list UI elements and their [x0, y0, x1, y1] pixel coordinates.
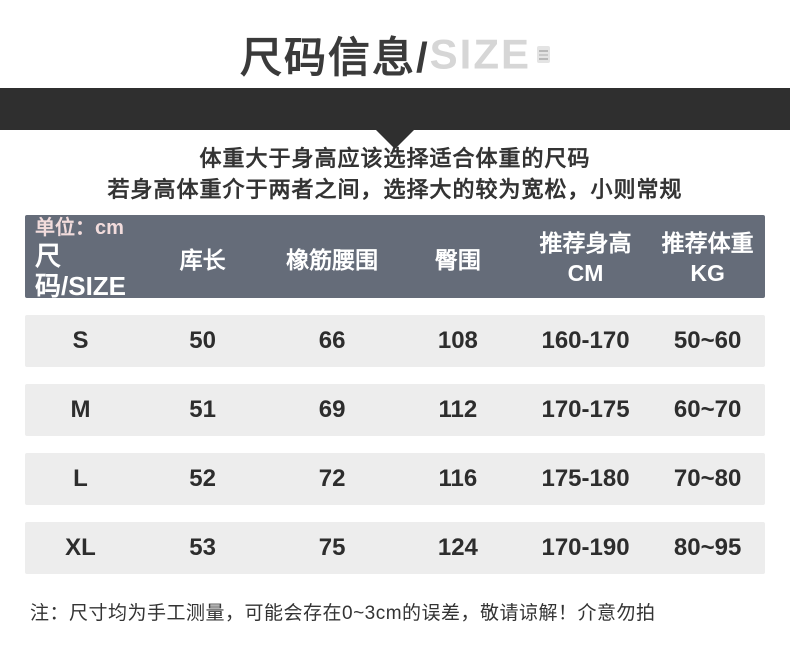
size-column-header: 尺码/SIZE	[35, 241, 127, 301]
cell-size: M	[70, 396, 91, 423]
cell-height: 170-190	[541, 534, 630, 561]
unit-label: 单位：cm	[35, 217, 124, 239]
cell-size: L	[73, 465, 88, 492]
cell-hip: 112	[438, 396, 478, 423]
cell-weight: 50~60	[673, 327, 742, 354]
header-weight-column: 推荐体重 KG	[650, 228, 765, 288]
cell-height: 170-175	[541, 396, 630, 423]
table-row: M 51 69 112 170-175 60~70	[25, 384, 765, 436]
header-height-line1: 推荐身高	[539, 230, 632, 256]
cell-weight: 70~80	[673, 465, 742, 492]
header-length-column: 库长	[179, 247, 226, 273]
cell-waist: 66	[318, 327, 346, 354]
page-title: 尺码信息/SIZE	[0, 0, 790, 88]
cell-length: 50	[189, 327, 216, 354]
header-waist-column: 橡筋腰围	[286, 247, 379, 273]
measurement-note: 注：尺寸均为手工测量，可能会存在0~3cm的误差，敬请谅解！介意勿拍	[30, 603, 656, 624]
header-height-column: 推荐身高 CM	[521, 228, 651, 288]
cell-size: XL	[65, 534, 96, 561]
cell-weight: 60~70	[673, 396, 742, 423]
cell-waist: 69	[318, 396, 346, 423]
text-lines-badge-icon	[537, 46, 551, 63]
header-weight-line1: 推荐体重	[661, 230, 754, 256]
cell-length: 51	[189, 396, 216, 423]
cell-size: S	[72, 327, 89, 354]
intro-line-1: 体重大于身高应该选择适合体重的尺码	[199, 146, 591, 171]
cell-hip: 108	[437, 327, 478, 354]
intro-text: 体重大于身高应该选择适合体重的尺码 若身高体重介于两者之间，选择大的较为宽松，小…	[0, 143, 790, 205]
table-row: XL 53 75 124 170-190 80~95	[25, 522, 765, 574]
intro-line-2: 若身高体重介于两者之间，选择大的较为宽松，小则常规	[107, 177, 683, 202]
table-row: S 50 66 108 160-170 50~60	[25, 315, 765, 367]
cell-height: 175-180	[541, 465, 630, 492]
header-hip-column: 臀围	[434, 247, 481, 273]
cell-waist: 72	[318, 465, 346, 492]
divider-bar	[0, 88, 790, 149]
size-table: 单位：cm 尺码/SIZE 库长 橡筋腰围 臀围 推荐身高 CM 推荐体重 KG…	[25, 215, 765, 574]
cell-hip: 124	[437, 534, 478, 561]
cell-length: 52	[189, 465, 216, 492]
cell-length: 53	[189, 534, 216, 561]
header-size-column: 单位：cm 尺码/SIZE	[25, 215, 136, 301]
cell-height: 160-170	[541, 327, 630, 354]
table-row: L 52 72 116 175-180 70~80	[25, 453, 765, 505]
title-chinese: 尺码信息/	[239, 34, 430, 81]
cell-waist: 75	[318, 534, 346, 561]
cell-weight: 80~95	[673, 534, 742, 561]
header-weight-line2: KG	[690, 260, 725, 286]
arrow-down-icon	[376, 130, 414, 149]
table-header-row: 单位：cm 尺码/SIZE 库长 橡筋腰围 臀围 推荐身高 CM 推荐体重 KG	[25, 215, 765, 301]
header-height-line2: CM	[567, 260, 604, 286]
cell-hip: 116	[438, 465, 478, 492]
title-english: SIZE	[429, 30, 532, 78]
